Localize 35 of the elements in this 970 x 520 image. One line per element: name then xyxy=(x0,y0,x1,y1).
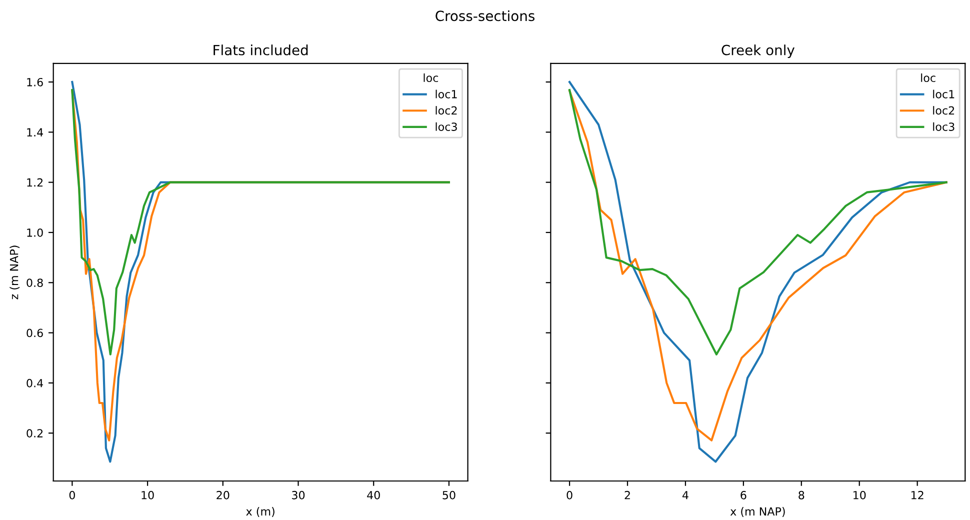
x-tick-label: 0 xyxy=(566,490,572,500)
x-tick-label: 20 xyxy=(216,490,230,500)
legend-label: loc3 xyxy=(933,122,954,131)
legend-label: loc1 xyxy=(436,90,457,98)
y-tick-label: 1.2 xyxy=(27,178,43,187)
x-tick-label: 10 xyxy=(854,490,866,500)
chart-subtitle: Creek only xyxy=(722,44,795,58)
legend-title: loc xyxy=(921,73,936,82)
y-tick-label: 0.2 xyxy=(26,429,43,438)
y-tick-label: 1.4 xyxy=(27,128,44,136)
legend-label: loc2 xyxy=(436,106,457,115)
y-tick-label: 1.0 xyxy=(27,228,43,237)
x-tick-label: 8 xyxy=(798,490,804,500)
legend-label: loc2 xyxy=(933,106,954,115)
x-tick-label: 4 xyxy=(682,491,688,500)
y-tick-label: 0.8 xyxy=(26,278,43,288)
x-tick-label: 10 xyxy=(142,490,154,500)
x-axis-title: x (m NAP) xyxy=(730,507,785,517)
x-tick-label: 50 xyxy=(442,490,456,500)
y-tick-label: 0.4 xyxy=(26,378,44,388)
x-tick-label: 30 xyxy=(292,490,305,500)
x-tick-label: 40 xyxy=(367,490,380,500)
legend-label: loc3 xyxy=(436,122,457,131)
y-axis-title: z (m NAP) xyxy=(10,246,20,300)
x-tick-label: 6 xyxy=(740,490,746,500)
legend-label: loc1 xyxy=(933,90,954,98)
y-tick-label: 1.6 xyxy=(27,78,43,86)
chart-subtitle: Flats included xyxy=(214,44,308,56)
x-axis-title: x (m) xyxy=(246,507,274,517)
legend-title: loc xyxy=(424,73,438,82)
chart-title: Cross-sections xyxy=(436,10,534,22)
y-tick-label: 0.6 xyxy=(26,328,43,338)
x-tick-label: 12 xyxy=(911,490,924,500)
x-tick-label: 2 xyxy=(624,490,630,500)
x-tick-label: 0 xyxy=(69,490,75,500)
